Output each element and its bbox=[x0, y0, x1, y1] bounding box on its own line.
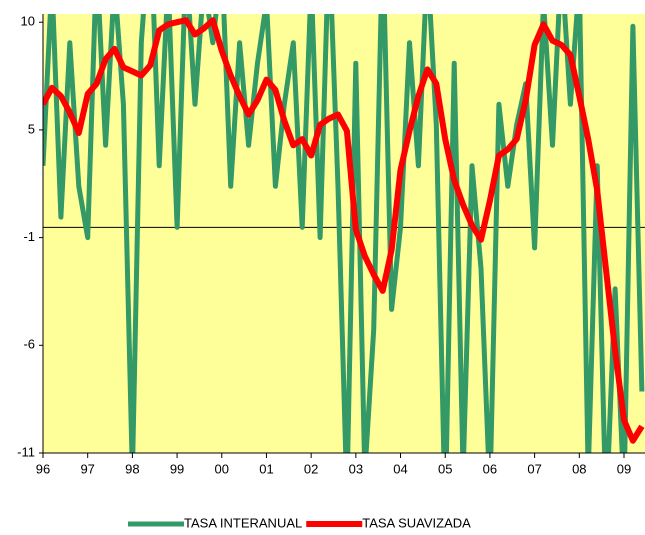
legend-label: TASA INTERANUAL bbox=[184, 515, 302, 530]
x-tick-label: 98 bbox=[125, 461, 139, 476]
x-tick-label: 99 bbox=[170, 461, 184, 476]
x-tick-label: 96 bbox=[36, 461, 50, 476]
x-tick-label: 03 bbox=[349, 461, 363, 476]
x-tick-label: 09 bbox=[617, 461, 631, 476]
x-tick-label: 08 bbox=[572, 461, 586, 476]
y-tick-label: -6 bbox=[23, 337, 35, 352]
x-tick-label: 00 bbox=[215, 461, 229, 476]
x-tick-label: 01 bbox=[259, 461, 273, 476]
y-tick-label: -11 bbox=[17, 444, 35, 459]
x-tick-label: 07 bbox=[527, 461, 541, 476]
x-tick-label: 04 bbox=[393, 461, 407, 476]
plot-area bbox=[43, 14, 645, 453]
x-tick-label: 02 bbox=[304, 461, 318, 476]
y-tick-label: -1 bbox=[23, 229, 35, 244]
series-line bbox=[43, 14, 645, 453]
x-tick-label: 97 bbox=[80, 461, 94, 476]
series-line bbox=[43, 17, 645, 444]
x-tick-label: 06 bbox=[483, 461, 497, 476]
y-tick-label: 5 bbox=[28, 121, 35, 136]
y-tick-label: 10 bbox=[21, 14, 35, 29]
legend-label: TASA SUAVIZADA bbox=[362, 515, 471, 530]
x-tick-label: 05 bbox=[438, 461, 452, 476]
